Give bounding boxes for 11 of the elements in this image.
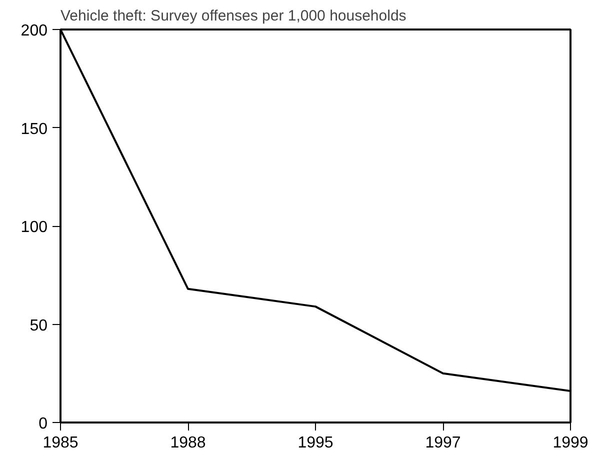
y-tick-label: 0 — [38, 416, 48, 432]
x-tick-label: 1985 — [42, 434, 78, 452]
y-tick-label: 100 — [20, 219, 48, 236]
x-tick-label: 1995 — [298, 434, 334, 452]
y-tick-label: 150 — [20, 120, 48, 138]
x-tick-label: 1997 — [425, 434, 461, 452]
x-tick-label: 1999 — [552, 434, 588, 452]
x-tick-label: 1988 — [170, 434, 206, 452]
chart-title: Vehicle theft: Survey offenses per 1,000 households — [60, 8, 406, 24]
y-tick-label: 50 — [30, 317, 48, 334]
y-tick-label: 200 — [20, 22, 48, 40]
